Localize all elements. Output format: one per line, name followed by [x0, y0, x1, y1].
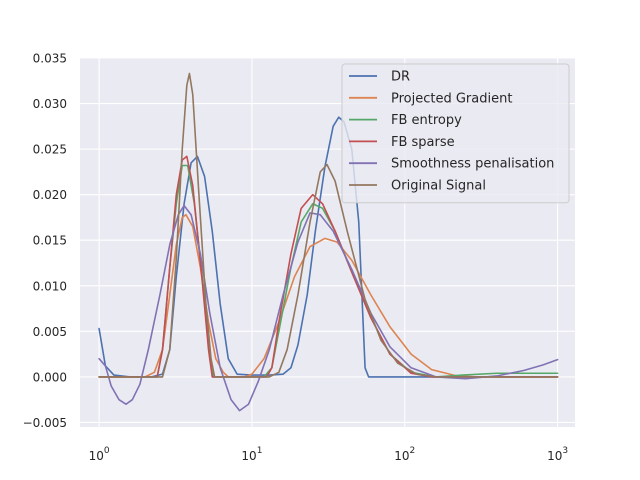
legend-label-0: DR [391, 70, 410, 85]
y-tick-label: 0.035 [33, 52, 67, 66]
y-tick-label: 0.030 [33, 97, 67, 111]
x-tick-base: 10 [241, 449, 256, 463]
y-axis-ticks: −0.005 0.000 0.005 0.010 0.015 0.020 0.025 0.03… [23, 52, 67, 430]
legend-label-3: FB sparse [391, 135, 455, 150]
x-tick-label: 101 [241, 446, 262, 463]
gridlines [80, 57, 575, 427]
legend: DR Projected Gradient FB entropy FB sparse S… [341, 63, 570, 204]
legend-label-4: Smoothness penalisation [391, 157, 554, 172]
series-line-3 [98, 155, 559, 378]
series-line-4 [98, 204, 559, 412]
x-tick-label: 102 [394, 446, 415, 463]
x-tick-label: 100 [89, 446, 110, 463]
x-tick-base: 10 [89, 449, 104, 463]
y-tick-label: 0.025 [33, 143, 67, 157]
series-layer [98, 72, 559, 412]
y-tick-label: 0.000 [33, 370, 67, 384]
legend-label-1: Projected Gradient [391, 91, 512, 106]
y-tick-label: 0.010 [33, 279, 67, 293]
series-line-5 [98, 72, 559, 378]
x-tick-exponent: 1 [257, 446, 263, 456]
y-tick-label: 0.015 [33, 234, 67, 248]
y-tick-label: 0.020 [33, 188, 67, 202]
legend-box [341, 63, 570, 204]
x-tick-exponent: 3 [562, 446, 568, 456]
x-tick-exponent: 2 [410, 446, 416, 456]
series-line-1 [98, 213, 559, 378]
x-tick-label: 103 [547, 446, 568, 463]
x-tick-base: 10 [547, 449, 562, 463]
legend-label-5: Original Signal [391, 179, 486, 194]
y-tick-label: 0.005 [33, 325, 67, 339]
y-tick-label: −0.005 [23, 416, 67, 430]
x-tick-base: 10 [394, 449, 409, 463]
x-tick-exponent: 0 [104, 446, 110, 456]
x-axis-ticks: 100 101 102 103 [89, 446, 569, 463]
legend-label-2: FB entropy [391, 113, 462, 128]
